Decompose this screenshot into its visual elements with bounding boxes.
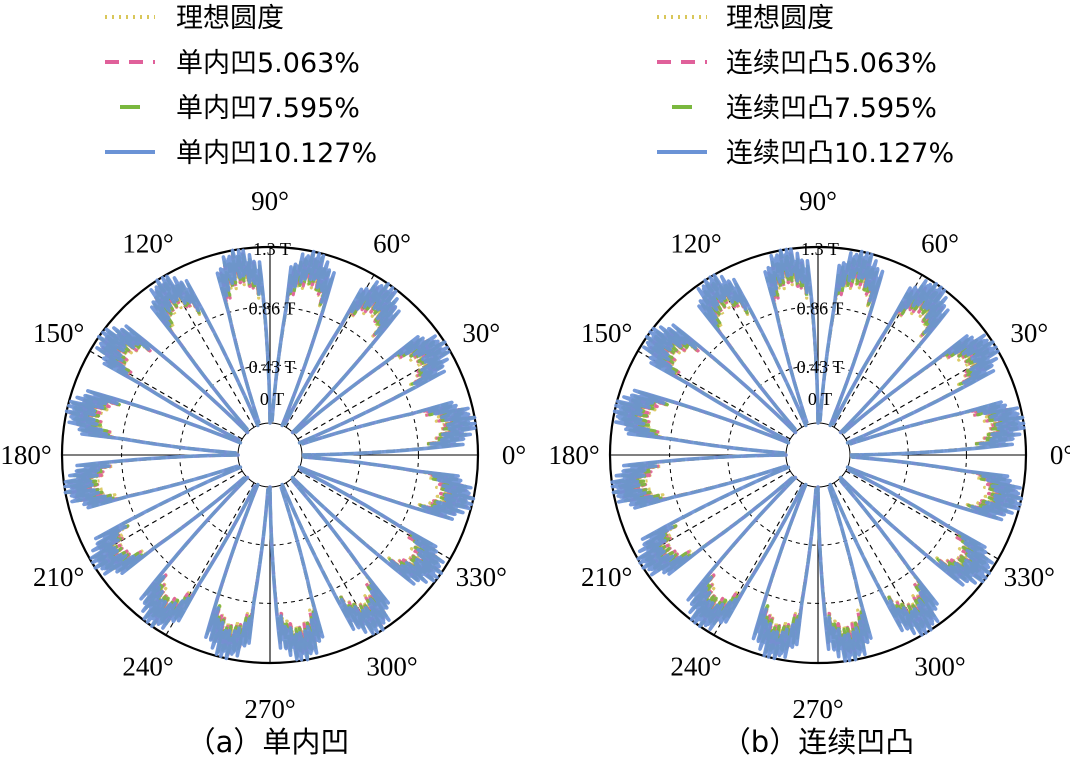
legend-b: 理想圆度 连续凹凸5.063% 连续凹凸7.595% 连续凹凸10.127% bbox=[657, 3, 954, 169]
plot-b-angle-tick-150: 150° bbox=[581, 318, 632, 348]
plot-a-angle-tick-210: 210° bbox=[33, 562, 84, 592]
plot-a-angle-tick-330: 330° bbox=[456, 562, 507, 592]
plot-b-angle-tick-300: 300° bbox=[914, 651, 965, 681]
plot-b-angle-tick-30: 30° bbox=[1010, 318, 1048, 348]
plot-a-radial-tick-1: 0.43 T bbox=[249, 357, 296, 377]
plot-b-angle-tick-180: 180° bbox=[548, 440, 599, 470]
legend-b-label-2: 连续凹凸7.595% bbox=[726, 93, 937, 124]
plot-a-angle-tick-30: 30° bbox=[462, 318, 500, 348]
plot-b-radial-tick-0: 0 T bbox=[808, 389, 832, 409]
plot-a-angle-tick-90: 90° bbox=[251, 186, 289, 216]
legend-a-label-2: 单内凹7.595% bbox=[176, 93, 360, 124]
legend-a-label-1: 单内凹5.063% bbox=[176, 48, 360, 79]
plot-a-radial-tick-0: 0 T bbox=[260, 389, 284, 409]
caption-b: （b）连续凹凸 bbox=[722, 725, 914, 759]
plot-a-angle-tick-150: 150° bbox=[33, 318, 84, 348]
plot-a-angle-tick-240: 240° bbox=[122, 651, 173, 681]
plot-a-angle-tick-60: 60° bbox=[373, 229, 411, 259]
plot-b-radial-tick-3: 1.3 T bbox=[801, 239, 839, 259]
caption-a: （a）单内凹 bbox=[187, 725, 350, 759]
polar-plot-a: 0 T 0.43 T 0.86 T 1.3 T 0° 30° 60° 90° 120° 150° 1… bbox=[0, 186, 526, 724]
plot-a-angle-tick-120: 120° bbox=[122, 229, 173, 259]
plot-b-angle-tick-240: 240° bbox=[670, 651, 721, 681]
plot-a-angle-tick-180: 180° bbox=[0, 440, 51, 470]
plot-b-radial-tick-1: 0.43 T bbox=[797, 357, 844, 377]
plot-b-series-3 bbox=[610, 247, 1026, 663]
legend-b-label-3: 连续凹凸10.127% bbox=[726, 138, 954, 169]
polar-plot-b: 0 T 0.43 T 0.86 T 1.3 T 0° 30° 60° 90° 120° 150° 1… bbox=[548, 186, 1070, 724]
plot-b-angle-tick-120: 120° bbox=[670, 229, 721, 259]
plot-b-angle-tick-90: 90° bbox=[799, 186, 837, 216]
plot-b-angle-tick-0: 0° bbox=[1050, 440, 1070, 470]
plot-b-radial-tick-2: 0.86 T bbox=[797, 299, 844, 319]
plot-b-angle-tick-330: 330° bbox=[1004, 562, 1055, 592]
plot-b-angle-tick-60: 60° bbox=[921, 229, 959, 259]
plot-a-angle-tick-0: 0° bbox=[502, 440, 526, 470]
legend-a-label-0: 理想圆度 bbox=[176, 3, 284, 34]
plot-a-angle-tick-270: 270° bbox=[244, 694, 295, 724]
legend-b-label-1: 连续凹凸5.063% bbox=[726, 48, 937, 79]
plot-a-series-3 bbox=[63, 248, 477, 662]
legend-b-label-0: 理想圆度 bbox=[726, 3, 834, 34]
plot-a-angle-tick-300: 300° bbox=[366, 651, 417, 681]
plot-b-angle-tick-270: 270° bbox=[792, 694, 843, 724]
legend-a-label-3: 单内凹10.127% bbox=[176, 138, 377, 169]
legend-a: 理想圆度 单内凹5.063% 单内凹7.595% 单内凹10.127% bbox=[105, 3, 377, 169]
plot-b-angle-tick-210: 210° bbox=[581, 562, 632, 592]
plot-a-radial-tick-3: 1.3 T bbox=[253, 239, 291, 259]
plot-a-radial-tick-2: 0.86 T bbox=[249, 299, 296, 319]
